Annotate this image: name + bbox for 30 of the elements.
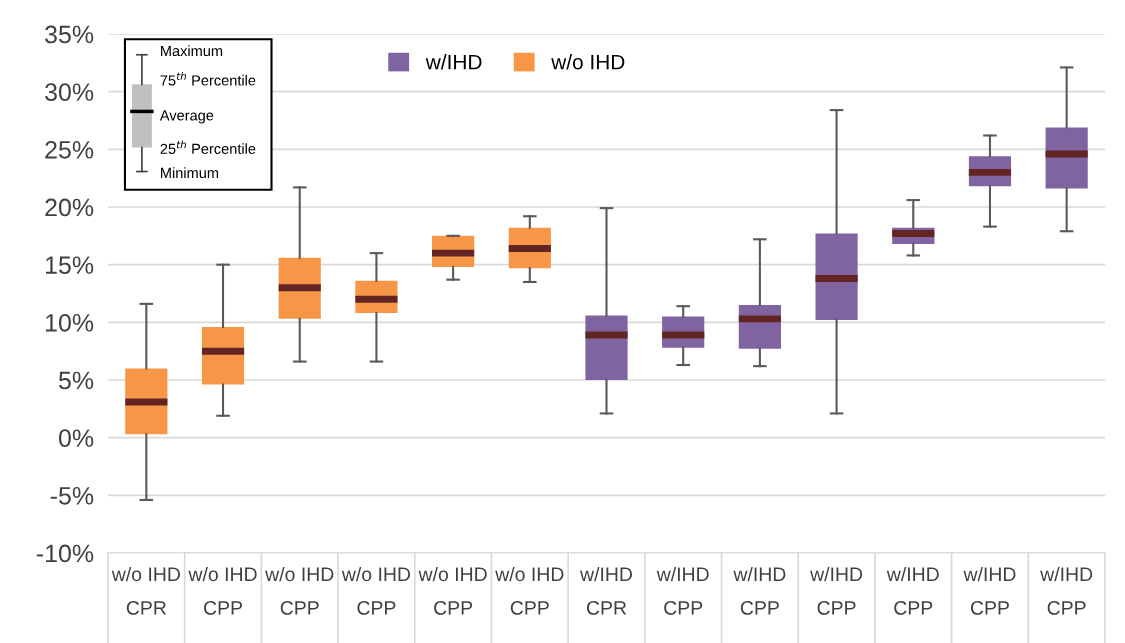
y-tick-label: 5% (58, 371, 94, 390)
y-tick-label: 10% (45, 313, 94, 332)
x-tick-label: w/o IHD CPP (265, 566, 334, 615)
x-tick-label: w/o IHD CPR (111, 566, 180, 615)
x-tick-label: w/IHD CPP (733, 566, 786, 615)
y-tick-label: 30% (45, 83, 94, 101)
x-tick-label: w/IHD CPP (963, 566, 1016, 615)
legend-label: w/IHD (425, 54, 482, 70)
x-tick-label: w/o IHD CPP (188, 566, 257, 615)
y-tick-label: 20% (45, 198, 94, 217)
y-tick-label: 15% (45, 256, 94, 274)
legend-label: w/o IHD (551, 54, 625, 70)
x-tick-label: w/IHD CPP (1040, 566, 1093, 615)
x-tick-label: w/IHD CPR (580, 566, 633, 615)
x-tick-label: w/IHD CPP (656, 566, 709, 615)
y-tick-label: 0% (58, 429, 94, 447)
x-tick-label: w/IHD CPP (810, 566, 863, 615)
annotation: Average (159, 110, 214, 124)
y-tick-label: -10% (36, 544, 94, 563)
y-tick-label: -5% (50, 487, 94, 505)
x-tick-label: w/o IHD CPP (418, 566, 487, 615)
annotation: Maximum (161, 45, 223, 57)
y-tick-label: 25% (45, 140, 94, 159)
x-tick-label: w/o IHD CPP (495, 566, 564, 615)
x-tick-label: w/IHD CPP (886, 566, 939, 615)
y-tick-label: 35% (45, 25, 94, 44)
annotation: Minimum (161, 167, 219, 179)
x-tick-label: w/o IHD CPP (341, 566, 411, 615)
annotation: 25$^{th}$ Percentile (160, 140, 256, 154)
annotation: 75$^{th}$ Percentile (160, 72, 256, 86)
